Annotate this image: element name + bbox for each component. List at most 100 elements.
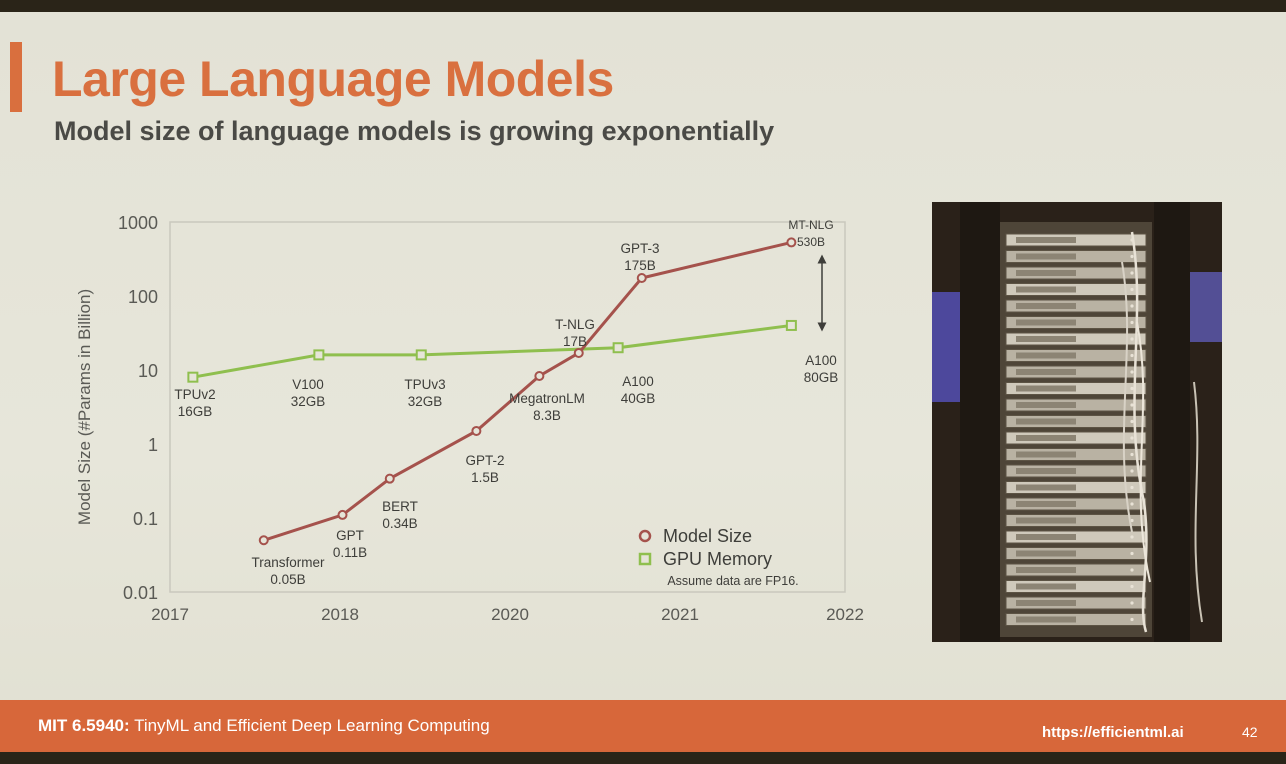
rack-unit-panel [1016,270,1076,276]
footer-course-name: TinyML and Efficient Deep Learning Compu… [129,716,490,735]
rack-unit-led [1130,370,1134,374]
rack-unit-panel [1016,435,1076,441]
point-label: TPUv2 16GB [174,387,215,419]
rack-unit-panel [1016,369,1076,375]
rack-unit-panel [1016,286,1076,293]
gpu-memory-point [415,349,427,361]
gpu-memory-line [192,323,792,379]
rack-unit-panel [1016,237,1076,243]
point-label-name: MegatronLM [509,391,585,406]
rack-unit-led [1130,436,1134,440]
legend-gpu-memory-label: GPU Memory [663,549,772,569]
x-tick-labels: 2017 2018 2020 2021 2022 [151,605,864,624]
point-label-value: 80GB [804,370,839,385]
rack-unit-panel [1016,352,1076,359]
model-size-point [573,347,584,358]
x-tick-label: 2017 [151,605,189,624]
slide-title: Large Language Models [52,51,614,107]
point-label-value: 32GB [408,394,443,409]
gpu-memory-point [612,342,624,354]
rack-unit-panel [1016,303,1076,309]
model-size-point [384,473,395,484]
rack-unit-led [1130,271,1134,275]
slide-subtitle: Model size of language models is growing… [54,116,775,146]
point-label: GPT-2 1.5B [465,453,504,485]
point-label: GPT-3 175B [620,241,659,273]
rack-unit-led [1130,403,1134,407]
model-size-point [471,425,482,436]
footer-url[interactable]: https://efficientml.ai [1042,724,1184,741]
point-label: T-NLG 17B [555,317,595,349]
point-label-value: 32GB [291,394,326,409]
point-label: TPUv3 32GB [404,377,445,409]
title-accent-bar [10,42,22,112]
point-label-value: 0.11B [333,545,367,560]
rack-unit-led [1130,254,1134,259]
rack-unit-panel [1016,583,1076,590]
rack-unit-led [1130,518,1134,523]
rack-unit-panel [1016,550,1076,557]
rack-unit-panel [1016,567,1076,573]
model-size-point [337,509,348,520]
point-label: Transformer 0.05B [251,555,325,587]
y-tick-label: 100 [128,287,158,307]
model-size-point [636,273,647,284]
x-tick-label: 2021 [661,605,699,624]
y-tick-label: 1000 [118,213,158,233]
rack-units [1005,233,1147,626]
rack-unit-led [1130,419,1134,424]
point-label: V100 32GB [291,377,326,409]
y-tick-labels: 1000 100 10 1 0.1 0.01 [118,213,158,603]
rack-unit-panel [1016,402,1076,408]
point-label: MT-NLG 530B [788,218,833,249]
y-axis-label: Model Size (#Params in Billion) [75,289,94,525]
point-label-value: 16GB [178,404,213,419]
model-size-line [263,240,792,542]
model-size-point [258,535,269,546]
rack-unit-panel [1016,336,1076,342]
gpu-memory-point [785,319,797,331]
rack-unit-led [1130,304,1134,308]
point-label-value: 1.5B [471,470,499,485]
point-label-name: GPT-2 [465,453,504,468]
point-label-name: TPUv2 [174,387,215,402]
point-label-name: GPT [336,528,364,543]
rack-unit-led [1130,353,1134,358]
gpu-memory-point [313,349,325,361]
rack-unit-panel [1016,484,1076,491]
point-label-name: GPT-3 [620,241,659,256]
rack-unit-led [1130,601,1134,605]
x-tick-label: 2020 [491,605,529,624]
legend-gpu-memory-marker [638,552,652,566]
point-label-value: 8.3B [533,408,561,423]
page-number: 42 [1242,724,1258,740]
server-rack-image [932,202,1222,642]
point-label-value: 17B [563,334,587,349]
point-label-name: TPUv3 [404,377,445,392]
y-tick-label: 0.01 [123,583,158,603]
rack-unit-led [1130,337,1134,341]
footer-course-title: MIT 6.5940: TinyML and Efficient Deep Le… [38,716,490,736]
point-label-value: 530B [797,235,825,249]
rack-unit-led [1130,452,1134,457]
legend-model-size-marker [638,529,652,543]
slide-footer: MIT 6.5940: TinyML and Efficient Deep Le… [0,700,1286,752]
x-tick-label: 2018 [321,605,359,624]
point-label-name: V100 [292,377,324,392]
point-label-name: T-NLG [555,317,595,332]
rack-unit-led [1130,287,1134,292]
point-label: A100 40GB [621,374,656,406]
rack-unit-panel [1016,616,1076,623]
point-label-name: MT-NLG [788,218,833,232]
gpu-memory-point [187,371,199,383]
y-tick-label: 1 [148,435,158,455]
point-label: GPT 0.11B [333,528,367,560]
plot-frame [169,221,846,593]
point-label-value: 40GB [621,391,656,406]
rack-unit-led [1130,485,1134,490]
footer-course-code: MIT 6.5940: [38,716,130,735]
rack-unit-panel [1016,385,1076,392]
point-label: BERT 0.34B [382,499,418,531]
server-rack-photo [932,202,1222,642]
point-label-name: Transformer [251,555,325,570]
